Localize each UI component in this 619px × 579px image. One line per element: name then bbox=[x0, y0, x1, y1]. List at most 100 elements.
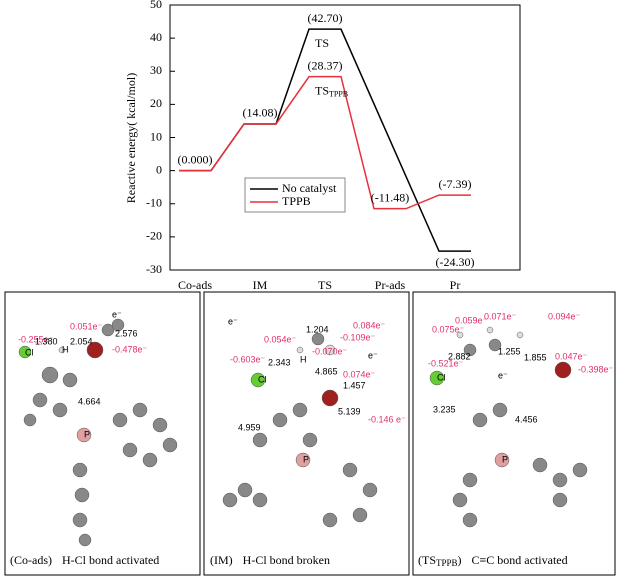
atom bbox=[486, 326, 494, 334]
value-label: (42.70) bbox=[308, 11, 343, 25]
atom bbox=[252, 432, 268, 448]
atom bbox=[272, 412, 288, 428]
y-axis-label: Reactive energy( kcal/mol) bbox=[124, 73, 138, 203]
atom bbox=[111, 318, 125, 332]
distance-label: 4.456 bbox=[515, 414, 538, 424]
panel-frame bbox=[203, 291, 410, 576]
atom bbox=[494, 452, 510, 468]
charge-label: 0.074e⁻ bbox=[343, 369, 376, 379]
atom-label: P bbox=[84, 429, 90, 439]
atom-label: Cl bbox=[25, 347, 34, 357]
distance-label: 1.855 bbox=[524, 352, 547, 362]
charge-label: -0.255e⁻ bbox=[18, 334, 54, 344]
annotation: TS bbox=[315, 36, 329, 50]
atom bbox=[292, 402, 308, 418]
annotation-text: TS bbox=[315, 36, 329, 50]
panel-label: (Co-ads) bbox=[10, 553, 52, 567]
atom bbox=[362, 482, 378, 498]
value-label: (-24.30) bbox=[436, 255, 475, 269]
annotation-text: TS bbox=[315, 83, 329, 97]
charge-label: 0.059e⁻ bbox=[455, 315, 488, 325]
annotation: TSTPPB bbox=[315, 83, 348, 98]
distance-label: 2.882 bbox=[448, 351, 471, 361]
value-label: (0.000) bbox=[178, 152, 213, 166]
atom bbox=[452, 492, 468, 508]
atom bbox=[72, 512, 88, 528]
legend-label: No catalyst bbox=[282, 181, 337, 195]
panel-label: (IM) bbox=[210, 553, 233, 567]
electron-label: e⁻ bbox=[498, 370, 508, 380]
panel-caption: (IM) H-Cl bond broken bbox=[210, 553, 330, 567]
atom bbox=[41, 366, 59, 384]
electron-label: e⁻ bbox=[112, 309, 122, 319]
charge-label: -0.398e⁻ bbox=[578, 364, 614, 374]
legend-label: TPPB bbox=[282, 194, 311, 208]
y-tick-label: -10 bbox=[146, 196, 162, 210]
atom bbox=[58, 346, 66, 354]
value-label: (-11.48) bbox=[371, 190, 410, 204]
distance-label: 2.343 bbox=[268, 357, 291, 367]
atom bbox=[252, 492, 268, 508]
panel-caption-text: H-Cl bond broken bbox=[243, 553, 330, 567]
y-tick-label: 30 bbox=[150, 63, 162, 77]
atom bbox=[222, 492, 238, 508]
panel-label: (TS bbox=[418, 553, 436, 567]
value-label: (14.08) bbox=[243, 106, 278, 120]
atom bbox=[488, 338, 502, 352]
atom bbox=[86, 341, 104, 359]
charge-label: -0.521e⁻ bbox=[428, 358, 464, 368]
distance-label: 1.255 bbox=[498, 346, 521, 356]
distance-label: 4.664 bbox=[78, 396, 101, 406]
distance-label: 1.380 bbox=[35, 336, 58, 346]
charge-label: 0.084e⁻ bbox=[353, 320, 386, 330]
atom bbox=[18, 345, 32, 359]
atom bbox=[78, 533, 92, 547]
atom bbox=[463, 343, 477, 357]
charge-label: -0.070e⁻ bbox=[312, 346, 348, 356]
charge-label: 0.094e⁻ bbox=[548, 311, 581, 321]
atom bbox=[52, 402, 68, 418]
charge-label: 0.071e⁻ bbox=[484, 311, 517, 321]
atom bbox=[462, 512, 478, 528]
panel-frame bbox=[412, 291, 616, 576]
distance-label: 1.457 bbox=[343, 380, 366, 390]
atom bbox=[552, 492, 568, 508]
atom bbox=[322, 512, 338, 528]
atom bbox=[237, 482, 253, 498]
atom bbox=[321, 389, 339, 407]
atom bbox=[324, 344, 336, 356]
atom bbox=[250, 372, 266, 388]
distance-label: 4.865 bbox=[315, 366, 338, 376]
panel-caption: (Co-ads) H-Cl bond activated bbox=[10, 553, 159, 567]
panel-caption-text: H-Cl bond activated bbox=[62, 553, 159, 567]
atom bbox=[302, 432, 318, 448]
atom bbox=[162, 437, 178, 453]
atom bbox=[429, 370, 445, 386]
atom bbox=[152, 417, 168, 433]
value-label: (28.37) bbox=[308, 58, 343, 72]
panel-frame bbox=[4, 291, 201, 576]
atom bbox=[572, 462, 588, 478]
atom-label: H bbox=[62, 344, 69, 354]
x-tick-label: IM bbox=[253, 278, 268, 292]
atom bbox=[74, 487, 90, 503]
atom bbox=[296, 346, 304, 354]
atom bbox=[516, 331, 524, 339]
value-label: (-7.39) bbox=[439, 177, 472, 191]
plot-frame bbox=[169, 4, 521, 271]
x-tick-label: Pr-ads bbox=[375, 278, 406, 292]
atom bbox=[132, 402, 148, 418]
distance-label: 5.139 bbox=[338, 406, 361, 416]
y-tick-label: 0 bbox=[156, 162, 162, 176]
atom bbox=[142, 452, 158, 468]
atom-label: H bbox=[300, 354, 307, 364]
distance-label: 3.235 bbox=[433, 404, 456, 414]
panel-caption: (TSTPPB) C≡C bond activated bbox=[418, 553, 568, 568]
atom bbox=[456, 331, 464, 339]
atom bbox=[532, 457, 548, 473]
y-tick-label: -20 bbox=[146, 229, 162, 243]
y-tick-label: 20 bbox=[150, 96, 162, 110]
atom bbox=[76, 427, 92, 443]
y-tick-label: 10 bbox=[150, 129, 162, 143]
